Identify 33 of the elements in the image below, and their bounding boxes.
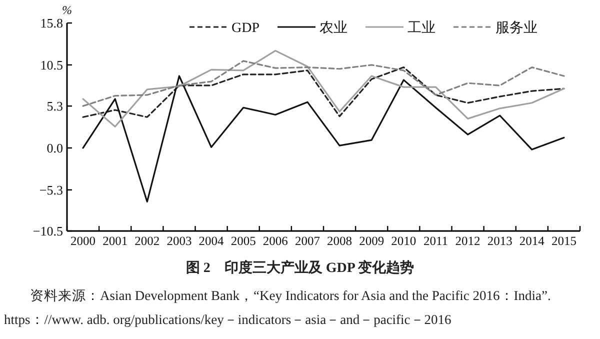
line-series [82,50,565,128]
legend-label: 工业 [408,20,436,36]
line-series [82,75,565,203]
x-tick-label: 2012 [455,234,480,248]
y-tick-label: −10.5 [32,224,63,238]
x-tick-label: 2008 [327,234,352,248]
x-tick-label: 2003 [166,234,192,248]
legend-label: 农业 [320,20,348,36]
x-tick-label: 2015 [551,234,576,248]
legend-label: 服务业 [496,20,538,36]
text: 资料来源：Asian Development Bank，“Key Indicators for Asia and the Pacific 2016：India”. https：//www. adb. org/publications/key－indicators－asia－and－pacific－2016 [4,287,552,329]
x-tick-label: 2004 [198,234,225,248]
x-tick-label: 2011 [423,234,448,248]
x-tick-label: 2006 [262,234,288,248]
text: 图 2 印度三大产业及 GDP 变化趋势 [184,259,416,277]
x-tick-label: 2002 [134,234,160,248]
y-tick-label: 10.5 [40,57,63,72]
x-tick-label: 2005 [230,234,256,248]
y-tick-label: 15.8 [40,16,63,30]
x-tick-label: 2009 [359,234,384,248]
x-tick-label: 2014 [519,234,546,248]
y-tick-label: −5.3 [39,182,63,198]
x-tick-label: 2013 [487,234,512,248]
x-tick-label: 2010 [391,234,416,248]
y-axis-title: % [62,3,72,17]
x-tick-label: 2007 [294,234,320,248]
x-tick-label: 2000 [70,234,96,248]
x-tick-label: 2001 [102,234,128,248]
line-series [82,60,565,107]
line-series [82,66,565,118]
y-tick-label: 0.0 [46,140,63,156]
y-tick-label: 5.3 [46,98,63,114]
legend-label: GDP [231,21,260,36]
